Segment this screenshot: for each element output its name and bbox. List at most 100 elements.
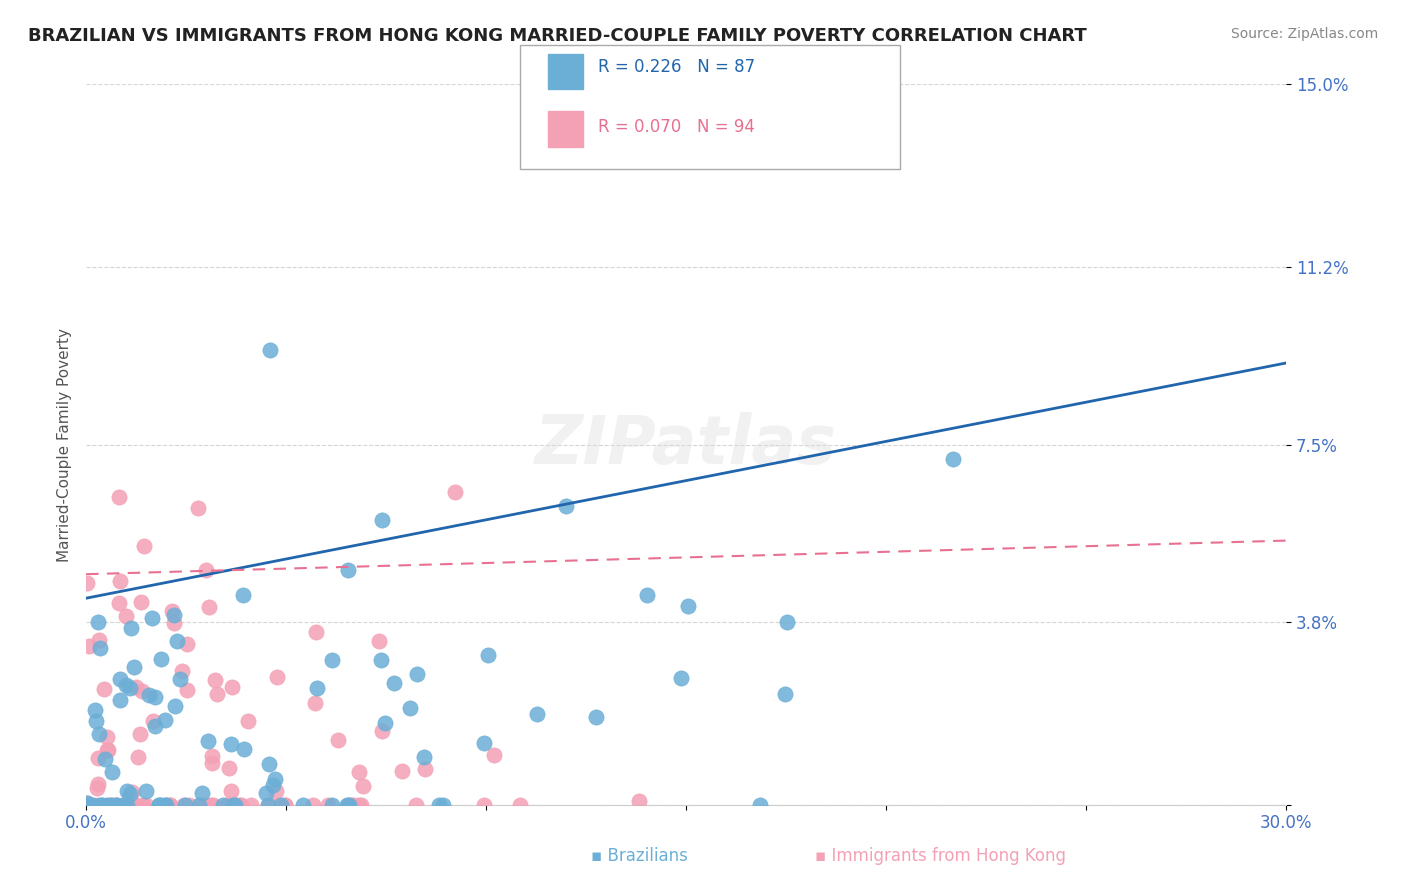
Point <box>149 652 172 666</box>
Point <box>124 680 146 694</box>
Point <box>77 797 100 812</box>
Point <box>79 797 101 812</box>
Point <box>105 797 128 812</box>
Point <box>224 797 246 812</box>
Point <box>87 797 110 812</box>
Point <box>484 748 506 763</box>
Point <box>89 641 111 656</box>
Point <box>98 797 121 812</box>
Point <box>370 653 392 667</box>
Point <box>229 797 252 812</box>
Point <box>302 797 325 812</box>
Point <box>233 742 256 756</box>
Point <box>76 797 98 811</box>
Point <box>336 797 359 812</box>
Point <box>118 787 141 801</box>
Point <box>128 727 150 741</box>
Point <box>264 784 287 798</box>
Point <box>96 730 118 744</box>
Point <box>669 672 692 686</box>
Point <box>93 752 115 766</box>
Point <box>374 716 396 731</box>
Point <box>305 681 328 695</box>
Text: BRAZILIAN VS IMMIGRANTS FROM HONG KONG MARRIED-COUPLE FAMILY POVERTY CORRELATION: BRAZILIAN VS IMMIGRANTS FROM HONG KONG M… <box>28 27 1087 45</box>
Point <box>143 690 166 704</box>
Point <box>117 797 139 812</box>
Point <box>267 797 290 812</box>
Point <box>173 797 195 812</box>
Point <box>218 761 240 775</box>
Point <box>131 683 153 698</box>
Point <box>101 764 124 779</box>
Point <box>100 797 122 812</box>
Point <box>262 778 284 792</box>
Point <box>108 693 131 707</box>
Point <box>259 343 281 357</box>
Point <box>200 797 222 812</box>
Point <box>114 609 136 624</box>
Point <box>405 666 427 681</box>
Point <box>115 678 138 692</box>
Point <box>84 703 107 717</box>
Point <box>405 797 427 812</box>
Point <box>108 490 131 504</box>
Point <box>127 750 149 764</box>
Text: ▪ Immigrants from Hong Kong: ▪ Immigrants from Hong Kong <box>815 847 1067 865</box>
Point <box>105 797 128 812</box>
Point <box>585 710 607 724</box>
Point <box>628 794 651 808</box>
Point <box>90 797 112 812</box>
Point <box>138 688 160 702</box>
Point <box>194 563 217 577</box>
Text: R = 0.070   N = 94: R = 0.070 N = 94 <box>598 118 755 136</box>
Point <box>371 724 394 739</box>
Point <box>122 659 145 673</box>
Point <box>105 797 128 812</box>
Point <box>413 750 436 764</box>
Point <box>153 797 176 812</box>
Point <box>149 797 172 812</box>
Point <box>166 633 188 648</box>
Point <box>195 797 218 812</box>
Point <box>129 595 152 609</box>
Point <box>942 451 965 466</box>
Point <box>77 639 100 653</box>
Point <box>76 796 98 810</box>
Point <box>218 797 240 812</box>
Point <box>342 797 364 812</box>
Point <box>148 797 170 812</box>
Point <box>321 653 343 667</box>
Point <box>112 797 135 812</box>
Point <box>135 783 157 797</box>
Point <box>321 797 343 812</box>
Point <box>108 574 131 588</box>
Point <box>201 756 224 770</box>
Point <box>274 797 297 812</box>
Point <box>201 748 224 763</box>
Point <box>89 727 111 741</box>
Point <box>115 797 138 812</box>
Point <box>221 784 243 798</box>
Point <box>221 680 243 694</box>
Point <box>350 797 373 812</box>
Point <box>120 621 142 635</box>
Point <box>382 676 405 690</box>
Point <box>153 713 176 727</box>
Point <box>555 499 578 513</box>
Point <box>292 797 315 812</box>
Point <box>347 797 370 812</box>
Point <box>676 599 699 613</box>
Text: R = 0.226   N = 87: R = 0.226 N = 87 <box>598 58 755 76</box>
Point <box>347 765 370 780</box>
Point <box>225 797 247 812</box>
Point <box>217 797 239 812</box>
Text: ▪ Brazilians: ▪ Brazilians <box>591 847 688 865</box>
Point <box>87 615 110 629</box>
Point <box>427 797 450 812</box>
Point <box>190 797 212 812</box>
Point <box>231 797 253 812</box>
Point <box>160 604 183 618</box>
Point <box>201 797 224 812</box>
Point <box>163 699 186 714</box>
Point <box>121 785 143 799</box>
